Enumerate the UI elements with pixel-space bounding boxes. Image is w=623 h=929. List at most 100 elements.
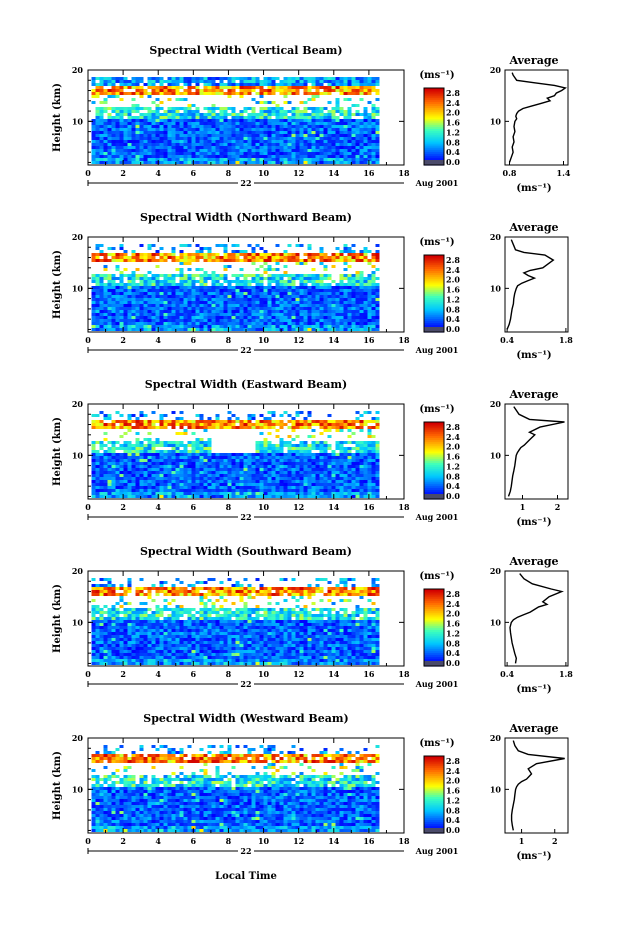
heatmap-cell: [231, 128, 236, 131]
heatmap-cell: [371, 447, 376, 450]
heatmap-cell: [155, 80, 160, 83]
heatmap-cell: [347, 474, 352, 477]
heatmap-cell: [187, 456, 192, 459]
heatmap-cell: [339, 149, 344, 152]
heatmap-cell: [375, 319, 380, 322]
heatmap-cell: [211, 77, 216, 80]
heatmap-cell: [183, 453, 188, 456]
colorbar-tick-label: 1.2: [446, 294, 460, 304]
heatmap-cell: [351, 77, 356, 80]
heatmap-cell: [223, 149, 228, 152]
heatmap-cell: [91, 119, 96, 122]
heatmap-cell: [339, 158, 344, 161]
heatmap-cell: [267, 149, 272, 152]
heatmap-cell: [107, 441, 112, 444]
heatmap-cell: [223, 310, 228, 313]
heatmap-cell: [211, 322, 216, 325]
heatmap-cell: [135, 322, 140, 325]
heatmap-cell: [159, 256, 164, 259]
heatmap-cell: [143, 107, 148, 110]
heatmap-cell: [307, 107, 312, 110]
heatmap-cell: [207, 328, 212, 331]
heatmap-cell: [255, 146, 260, 149]
heatmap-cell: [119, 486, 124, 489]
heatmap-cell: [163, 301, 168, 304]
heatmap-cell: [259, 256, 264, 259]
heatmap-cell: [327, 113, 332, 116]
heatmap-cell: [111, 471, 116, 474]
heatmap-cell: [347, 462, 352, 465]
colorbar-tick-label: 0.8: [446, 137, 460, 147]
heatmap-cell: [323, 265, 328, 268]
heatmap-cell: [163, 292, 168, 295]
heatmap-cell: [367, 322, 372, 325]
heatmap-cell: [359, 295, 364, 298]
heatmap-cell: [283, 89, 288, 92]
heatmap-cell: [111, 110, 116, 113]
heatmap-cell: [155, 125, 160, 128]
heatmap-cell: [131, 104, 136, 107]
heatmap-cell: [207, 468, 212, 471]
heatmap-cell: [263, 256, 268, 259]
heatmap-cell: [335, 158, 340, 161]
heatmap-cell: [291, 316, 296, 319]
heatmap-cell: [103, 152, 108, 155]
heatmap-cell: [351, 453, 356, 456]
heatmap-cell: [255, 453, 260, 456]
heatmap-cell: [267, 134, 272, 137]
heatmap-cell: [367, 286, 372, 289]
colorbar-segment: [424, 118, 444, 122]
heatmap-cell: [351, 125, 356, 128]
heatmap-cell: [327, 435, 332, 438]
heatmap-cell: [99, 89, 104, 92]
heatmap-cell: [267, 432, 272, 435]
heatmap-cell: [323, 456, 328, 459]
heatmap-cell: [99, 465, 104, 468]
heatmap-cell: [99, 301, 104, 304]
heatmap-cell: [363, 444, 368, 447]
heatmap-cell: [319, 477, 324, 480]
heatmap-cell: [331, 113, 336, 116]
heatmap-cell: [155, 450, 160, 453]
heatmap-cell: [115, 92, 120, 95]
heatmap-cell: [311, 420, 316, 423]
heatmap-cell: [351, 295, 356, 298]
heatmap-cell: [123, 459, 128, 462]
heatmap-cell: [143, 289, 148, 292]
heatmap-cell: [259, 301, 264, 304]
heatmap-cell: [159, 420, 164, 423]
heatmap-cell: [255, 459, 260, 462]
heatmap-cell: [235, 465, 240, 468]
heatmap-cell: [203, 304, 208, 307]
heatmap-cell: [307, 122, 312, 125]
heatmap-cell: [371, 316, 376, 319]
heatmap-cell: [135, 161, 140, 164]
heatmap-cell: [179, 86, 184, 89]
heatmap-cell: [119, 134, 124, 137]
heatmap-cell: [135, 292, 140, 295]
heatmap-cell: [95, 152, 100, 155]
heatmap-cell: [367, 140, 372, 143]
heatmap-cell: [127, 122, 132, 125]
heatmap-cell: [343, 161, 348, 164]
heatmap-cell: [239, 259, 244, 262]
colorbar: (ms⁻¹)0.00.40.81.21.62.02.42.8: [419, 237, 460, 334]
heatmap-cell: [279, 441, 284, 444]
heatmap-cell: [155, 253, 160, 256]
heatmap-cell: [327, 122, 332, 125]
heatmap-cell: [203, 256, 208, 259]
heatmap-cell: [295, 286, 300, 289]
heatmap-cell: [195, 280, 200, 283]
heatmap-cell: [267, 310, 272, 313]
heatmap-cell: [263, 292, 268, 295]
heatmap-cell: [279, 143, 284, 146]
heatmap-cell: [327, 292, 332, 295]
heatmap-cell: [311, 304, 316, 307]
heatmap-cell: [183, 456, 188, 459]
heatmap-cell: [167, 113, 172, 116]
heatmap-cell: [131, 250, 136, 253]
heatmap-cell: [167, 149, 172, 152]
heatmap-cell: [267, 137, 272, 140]
heatmap-cell: [203, 128, 208, 131]
